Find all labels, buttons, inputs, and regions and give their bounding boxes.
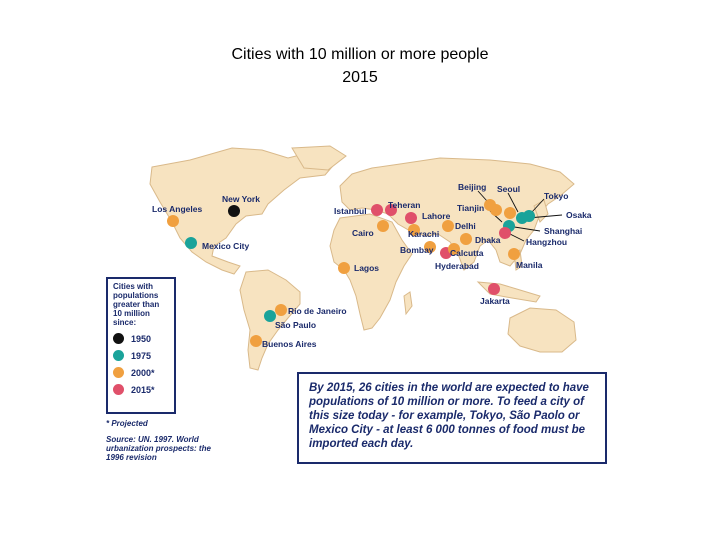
city-marker-dhaka — [460, 233, 472, 245]
legend-title: Cities with populations greater than 10 … — [113, 282, 160, 327]
city-marker-new-york — [228, 205, 240, 217]
city-marker-tianjin — [490, 204, 502, 216]
city-marker-rio-de-janeiro — [275, 304, 287, 316]
city-marker-buenos-aires — [250, 335, 262, 347]
city-label: Manila — [516, 260, 543, 270]
landmass-africa — [329, 213, 413, 331]
city-label: Tianjin — [457, 203, 484, 213]
city-marker-istanbul — [371, 204, 383, 216]
city-marker-karachi — [408, 224, 420, 236]
legend-label: 2000* — [131, 367, 155, 378]
legend-item-2000: 2000* — [113, 367, 169, 378]
city-marker-lagos — [338, 262, 350, 274]
city-label: Istanbul — [334, 206, 367, 216]
city-marker-jakarta — [488, 283, 500, 295]
city-marker-mexico-city — [185, 237, 197, 249]
city-label: Shanghai — [544, 226, 582, 236]
city-label: Jakarta — [480, 296, 510, 306]
legend-item-2015: 2015* — [113, 384, 169, 395]
city-marker-cairo — [377, 220, 389, 232]
city-label: Buenos Aires — [262, 339, 317, 349]
city-label: Dhaka — [475, 235, 501, 245]
city-label: Delhi — [455, 221, 476, 231]
legend-label: 1975 — [131, 350, 152, 361]
landmass-australia — [507, 307, 577, 353]
city-marker-bombay — [424, 241, 436, 253]
legend-item-1975: 1975 — [113, 350, 169, 361]
page-title: Cities with 10 million or more people — [231, 46, 489, 63]
page-subtitle-year: 2015 — [342, 69, 378, 86]
landmass-madagascar — [403, 291, 413, 316]
city-label: Lagos — [354, 263, 379, 273]
city-label: Seoul — [497, 184, 520, 194]
city-marker-calcutta — [448, 243, 460, 255]
city-label: São Paulo — [275, 320, 316, 330]
city-label: Rio de Janeiro — [288, 306, 347, 316]
city-markers — [167, 199, 535, 347]
city-labels: New York Los Angeles Mexico City Rio de … — [152, 182, 592, 349]
legend-label: 2015* — [131, 384, 155, 395]
projected-note: * Projected — [106, 419, 148, 428]
city-label: Tokyo — [544, 191, 568, 201]
legend: Cities with populations greater than 10 … — [106, 277, 176, 414]
landmass-europe-asia — [339, 157, 575, 271]
city-marker-seoul — [504, 207, 516, 219]
city-label: Mexico City — [202, 241, 250, 251]
legend-swatch — [113, 384, 124, 395]
city-label: New York — [222, 194, 260, 204]
leader-seoul — [507, 192, 519, 213]
city-label: Karachi — [408, 229, 439, 239]
city-marker-s-o-paulo — [264, 310, 276, 322]
city-marker-manila — [508, 248, 520, 260]
info-box: By 2015, 26 cities in the world are expe… — [297, 372, 607, 464]
city-label: Hyderabad — [435, 261, 479, 271]
city-label: Los Angeles — [152, 204, 202, 214]
legend-swatch — [113, 333, 124, 344]
city-label: Bombay — [400, 245, 434, 255]
city-label: Lahore — [422, 211, 451, 221]
leader-tokyo — [531, 198, 545, 213]
city-marker-osaka — [516, 212, 528, 224]
legend-label: 1950 — [131, 333, 152, 344]
legend-swatch — [113, 367, 124, 378]
city-label: Cairo — [352, 228, 374, 238]
city-marker-teheran — [385, 204, 397, 216]
city-label: Teheran — [388, 200, 420, 210]
legend-item-1950: 1950 — [113, 333, 169, 344]
city-label: Hangzhou — [526, 237, 567, 247]
landmass-greenland — [291, 145, 347, 171]
city-label: Beijing — [458, 182, 486, 192]
city-marker-hangzhou — [499, 227, 511, 239]
city-label: Calcutta — [450, 248, 484, 258]
city-marker-lahore — [405, 212, 417, 224]
legend-swatch — [113, 350, 124, 361]
city-marker-los-angeles — [167, 215, 179, 227]
city-marker-delhi — [442, 220, 454, 232]
source-citation: Source: UN. 1997. World urbanization pro… — [106, 435, 211, 462]
city-label: Osaka — [566, 210, 592, 220]
